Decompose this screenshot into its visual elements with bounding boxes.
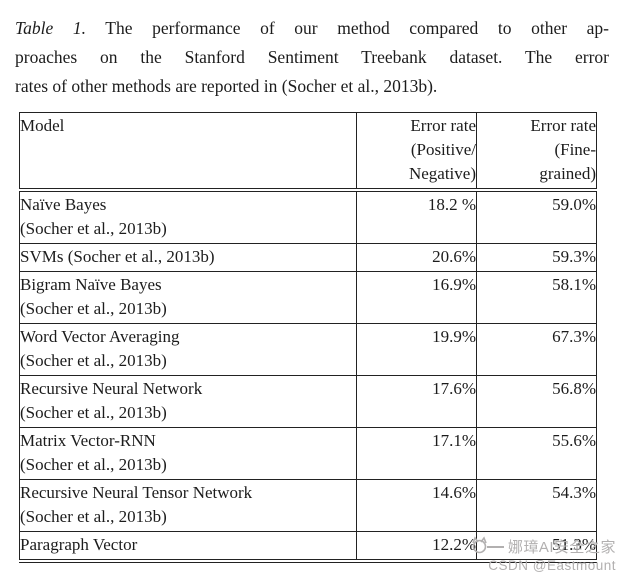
model-cell: SVMs (Socher et al., 2013b) — [19, 243, 357, 272]
table-row-recursive-neural-tensor-network: Recursive Neural Tensor Network (Socher … — [19, 479, 597, 532]
error-positive-negative-cell: 20.6% — [356, 243, 477, 272]
model-citation: (Socher et al., 2013b) — [20, 219, 167, 238]
header-line: (Fine- — [554, 140, 596, 159]
caption-line-2: proaches on the Stanford Sentiment Treeb… — [15, 47, 609, 67]
caption-line-3: rates of other methods are reported in (… — [15, 76, 438, 96]
model-name: Paragraph Vector — [20, 535, 138, 554]
model-cell: Paragraph Vector — [19, 531, 357, 563]
results-table: Model Error rate (Positive/ Negative) Er… — [19, 112, 597, 563]
table-row-matrix-vector-rnn: Matrix Vector-RNN (Socher et al., 2013b)… — [19, 427, 597, 480]
model-cell: Matrix Vector-RNN (Socher et al., 2013b) — [19, 427, 357, 480]
header-line: Error rate — [410, 116, 476, 135]
model-citation: (Socher et al., 2013b) — [20, 403, 167, 422]
watermark: 娜璋AI安全之家 CSDN @Eastmount — [469, 536, 616, 574]
error-fine-grained-cell: 55.6% — [476, 427, 597, 480]
model-cell: Bigram Naïve Bayes (Socher et al., 2013b… — [19, 271, 357, 324]
model-name: Matrix Vector-RNN — [20, 431, 156, 450]
table-caption: Table 1. The performance of our method c… — [15, 14, 609, 101]
table-row-recursive-neural-network: Recursive Neural Network (Socher et al.,… — [19, 375, 597, 428]
model-name: Recursive Neural Tensor Network — [20, 483, 253, 502]
model-cell: Recursive Neural Network (Socher et al.,… — [19, 375, 357, 428]
column-header-error-positive-negative: Error rate (Positive/ Negative) — [356, 112, 477, 192]
error-positive-negative-cell: 12.2% — [356, 531, 477, 563]
error-fine-grained-cell: 59.0% — [476, 189, 597, 244]
watermark-author: CSDN @Eastmount — [488, 558, 616, 574]
model-citation: (Socher et al., 2013b) — [20, 507, 167, 526]
error-positive-negative-cell: 18.2 % — [356, 189, 477, 244]
error-positive-negative-cell: 17.6% — [356, 375, 477, 428]
error-fine-grained-cell: 58.1% — [476, 271, 597, 324]
error-positive-negative-cell: 19.9% — [356, 323, 477, 376]
header-line: grained) — [539, 164, 596, 183]
error-fine-grained-cell: 54.3% — [476, 479, 597, 532]
table-row-naive-bayes: Naïve Bayes (Socher et al., 2013b) 18.2 … — [19, 189, 597, 244]
model-cell: Word Vector Averaging (Socher et al., 20… — [19, 323, 357, 376]
column-header-error-fine-grained: Error rate (Fine- grained) — [476, 112, 597, 192]
cat-logo-icon — [469, 536, 505, 558]
error-positive-negative-cell: 14.6% — [356, 479, 477, 532]
model-citation: (Socher et al., 2013b) — [20, 351, 167, 370]
table-row-svms: SVMs (Socher et al., 2013b) 20.6% 59.3% — [19, 243, 597, 272]
watermark-line-1: 娜璋AI安全之家 — [469, 536, 616, 558]
header-line: Negative) — [408, 164, 476, 183]
model-citation: (Socher et al., 2013b) — [20, 299, 167, 318]
table-row-word-vector-averaging: Word Vector Averaging (Socher et al., 20… — [19, 323, 597, 376]
model-name: SVMs (Socher et al., 2013b) — [20, 247, 215, 266]
error-positive-negative-cell: 16.9% — [356, 271, 477, 324]
model-cell: Naïve Bayes (Socher et al., 2013b) — [19, 189, 357, 244]
caption-line-1-text: The performance of our method compared t… — [105, 18, 609, 38]
header-line: (Positive/ — [410, 140, 476, 159]
caption-table-label: Table 1. — [15, 18, 86, 38]
error-positive-negative-cell: 17.1% — [356, 427, 477, 480]
caption-line-1: Table 1. The performance of our method c… — [15, 14, 609, 43]
model-name: Word Vector Averaging — [20, 327, 180, 346]
error-fine-grained-cell: 67.3% — [476, 323, 597, 376]
model-name: Naïve Bayes — [20, 195, 107, 214]
model-name: Bigram Naïve Bayes — [20, 275, 162, 294]
column-header-model: Model — [19, 112, 357, 192]
error-fine-grained-cell: 59.3% — [476, 243, 597, 272]
watermark-channel-name: 娜璋AI安全之家 — [507, 538, 616, 556]
table-row-bigram-naive-bayes: Bigram Naïve Bayes (Socher et al., 2013b… — [19, 271, 597, 324]
header-line: Error rate — [530, 116, 596, 135]
model-name: Recursive Neural Network — [20, 379, 203, 398]
header-row: Model Error rate (Positive/ Negative) Er… — [19, 112, 597, 192]
error-fine-grained-cell: 56.8% — [476, 375, 597, 428]
model-citation: (Socher et al., 2013b) — [20, 455, 167, 474]
model-cell: Recursive Neural Tensor Network (Socher … — [19, 479, 357, 532]
